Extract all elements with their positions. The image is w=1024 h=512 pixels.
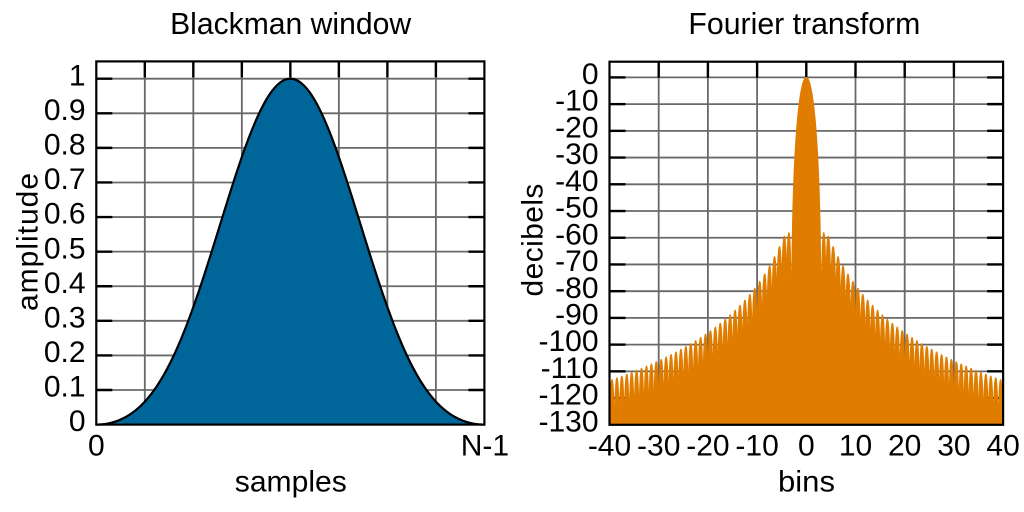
svg-text:-40: -40 — [588, 430, 631, 463]
svg-text:bins: bins — [778, 466, 835, 499]
svg-text:-70: -70 — [555, 245, 598, 278]
svg-text:0.4: 0.4 — [44, 267, 86, 300]
svg-text:0.6: 0.6 — [44, 198, 86, 231]
svg-text:0.9: 0.9 — [44, 94, 86, 127]
svg-text:0: 0 — [88, 430, 105, 463]
svg-text:Fourier transform: Fourier transform — [688, 6, 920, 41]
svg-text:-100: -100 — [538, 325, 598, 358]
svg-text:40: 40 — [986, 430, 1019, 463]
svg-text:-30: -30 — [555, 138, 598, 171]
svg-text:Blackman window: Blackman window — [170, 6, 412, 41]
svg-text:0: 0 — [69, 405, 86, 438]
svg-text:0: 0 — [582, 58, 599, 91]
svg-text:1: 1 — [69, 59, 86, 92]
svg-text:-90: -90 — [555, 299, 598, 332]
svg-text:-10: -10 — [735, 430, 778, 463]
svg-text:-120: -120 — [538, 379, 598, 412]
svg-text:-110: -110 — [541, 352, 599, 385]
svg-text:0.5: 0.5 — [44, 232, 86, 265]
svg-text:20: 20 — [888, 430, 921, 463]
svg-text:-60: -60 — [555, 218, 598, 251]
svg-text:0.7: 0.7 — [44, 163, 86, 196]
svg-text:-130: -130 — [538, 405, 598, 438]
svg-text:decibels: decibels — [517, 183, 550, 296]
svg-text:-80: -80 — [555, 272, 598, 305]
svg-text:0.8: 0.8 — [44, 128, 86, 161]
svg-text:0.1: 0.1 — [44, 371, 86, 404]
svg-text:30: 30 — [937, 430, 970, 463]
svg-text:0.2: 0.2 — [44, 336, 86, 369]
svg-text:0.3: 0.3 — [44, 301, 86, 334]
svg-text:10: 10 — [839, 430, 872, 463]
svg-text:-20: -20 — [555, 111, 598, 144]
svg-text:-50: -50 — [555, 192, 598, 225]
svg-text:samples: samples — [235, 466, 347, 499]
svg-text:-20: -20 — [686, 430, 729, 463]
svg-text:-30: -30 — [637, 430, 680, 463]
svg-text:-40: -40 — [555, 165, 598, 198]
svg-text:N-1: N-1 — [461, 430, 509, 463]
svg-text:amplitude: amplitude — [12, 172, 45, 311]
svg-text:-10: -10 — [555, 85, 598, 118]
svg-text:0: 0 — [798, 430, 815, 463]
